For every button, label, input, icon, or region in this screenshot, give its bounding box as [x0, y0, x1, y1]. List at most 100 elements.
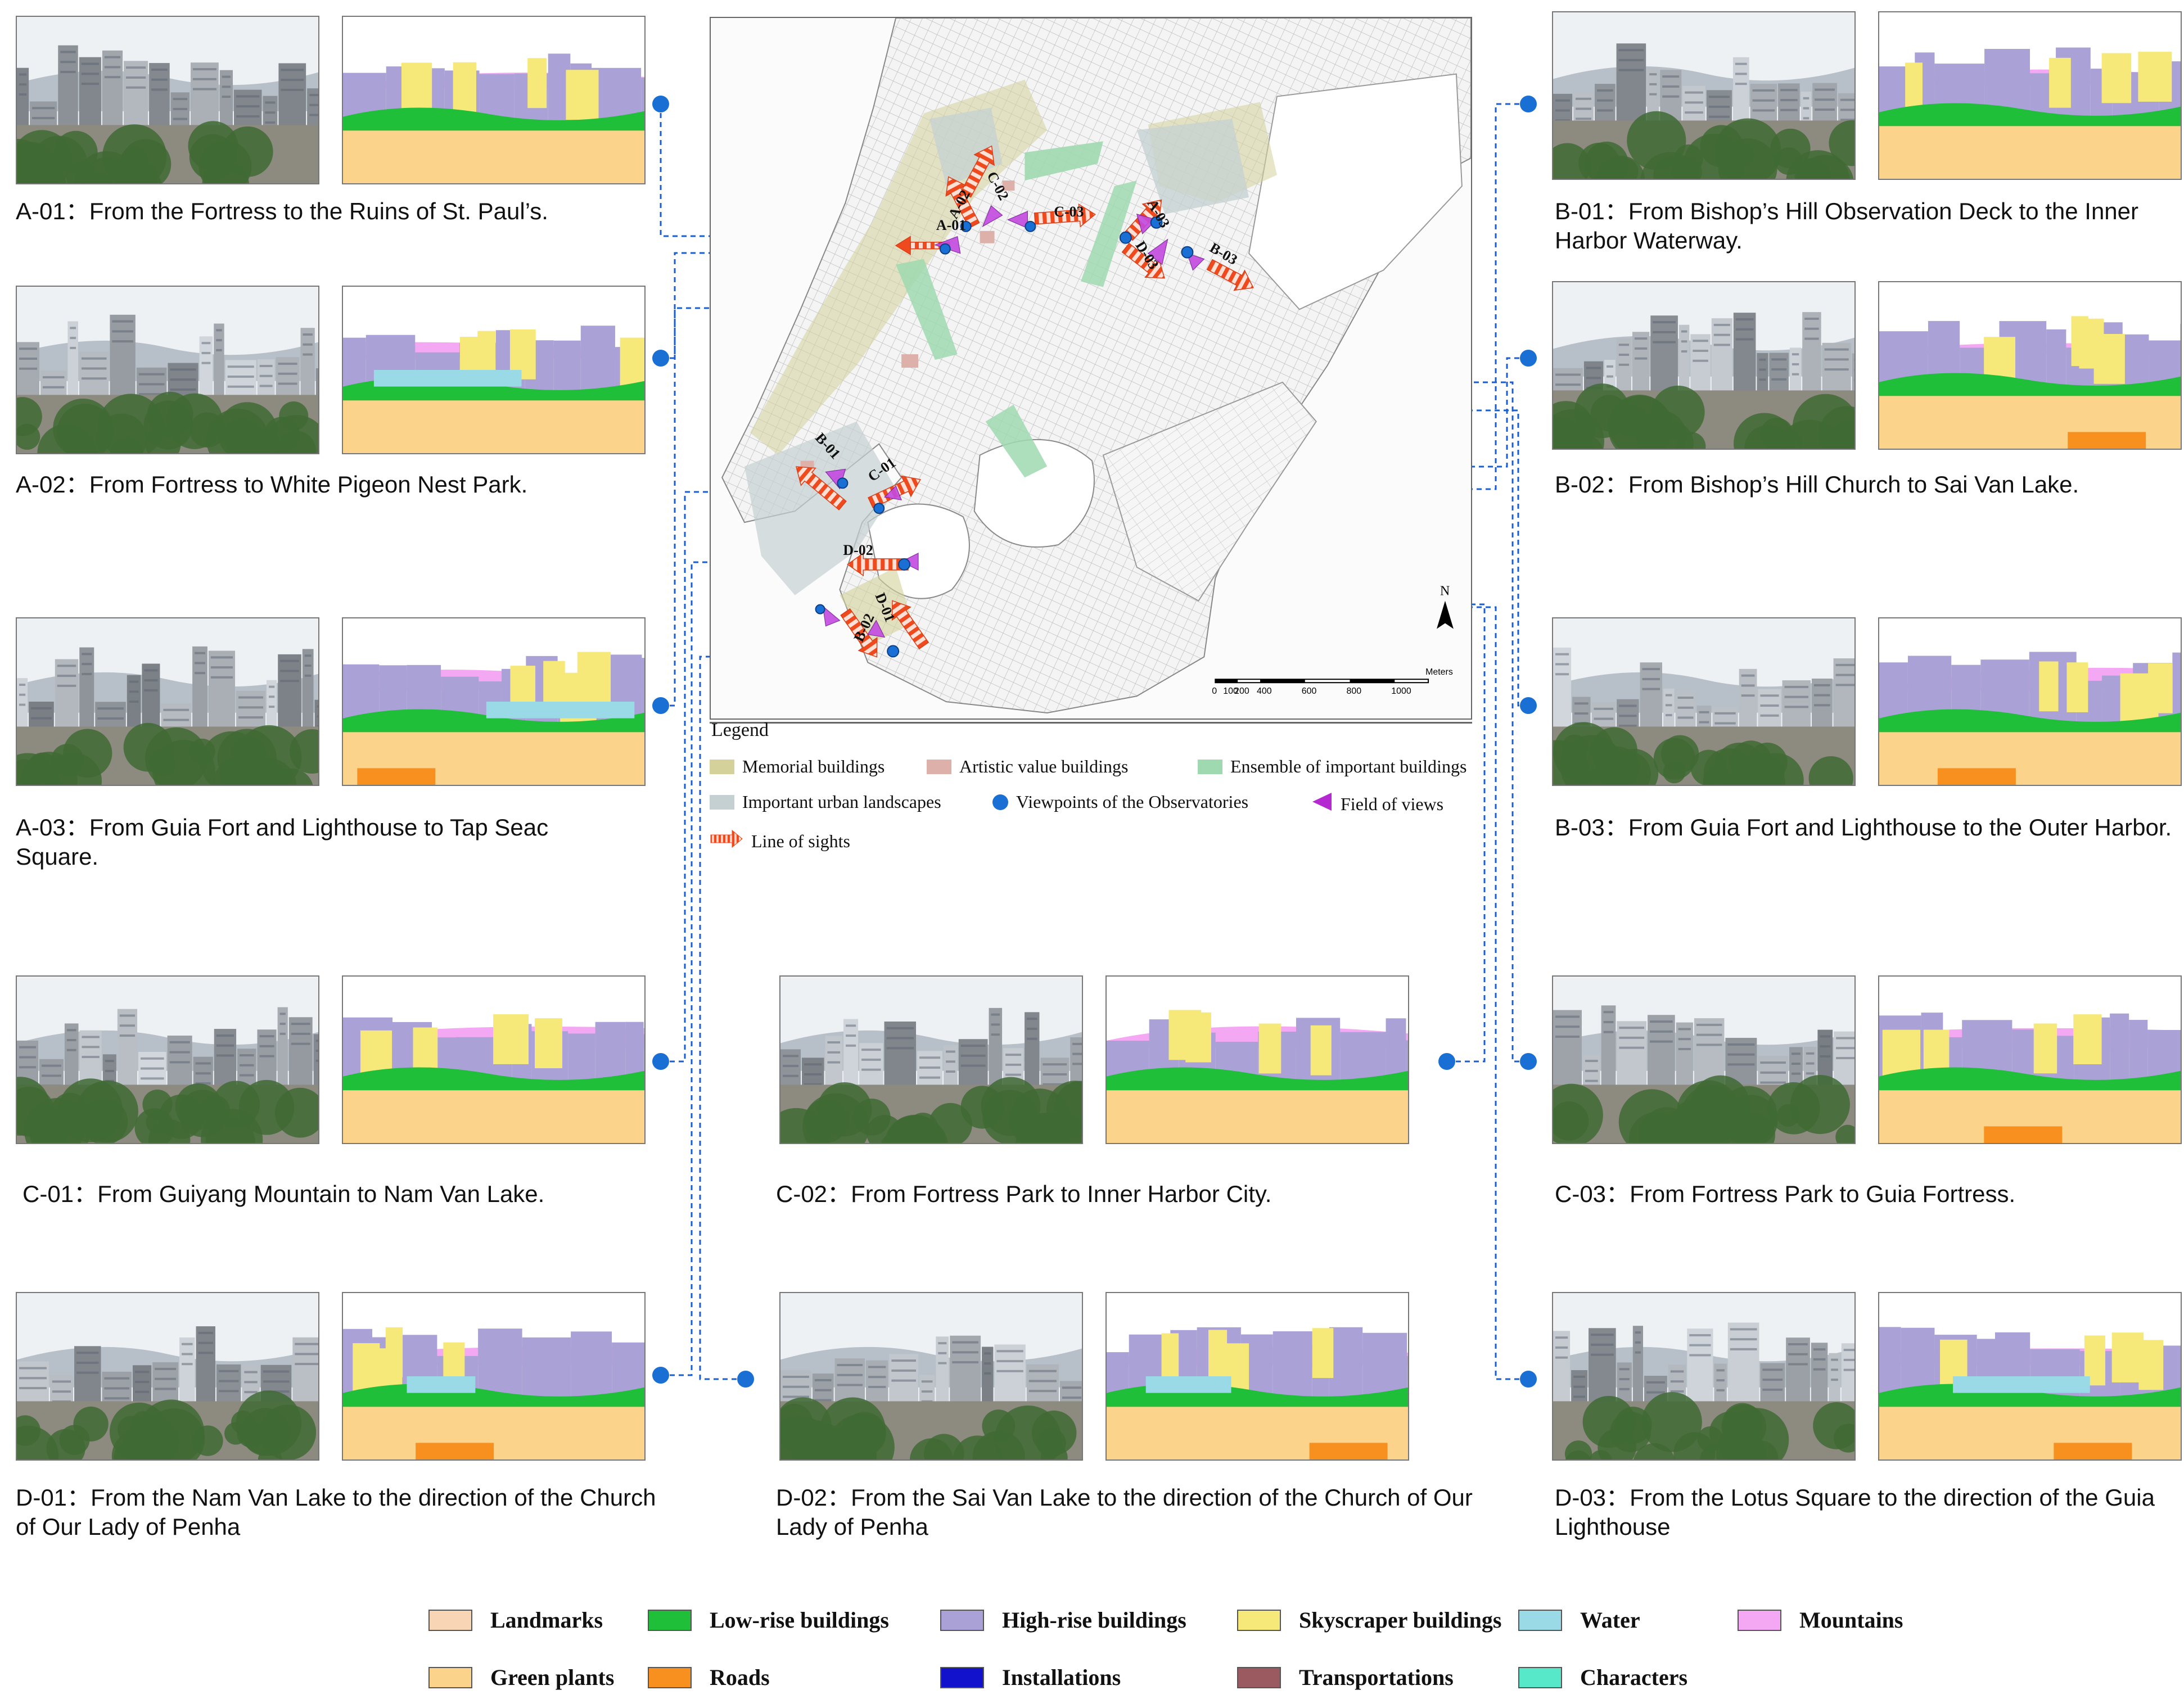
class-swatch [648, 1666, 692, 1688]
legend-swatch [1198, 759, 1222, 774]
connector-dot-c-02 [1438, 1053, 1455, 1070]
view-segmentation-d-03 [1878, 1292, 2182, 1461]
view-caption-text: From the Sai Van Lake to the direction o… [776, 1484, 1473, 1540]
class-legend-item: Characters [1518, 1664, 1687, 1691]
class-legend-label: Water [1580, 1607, 1640, 1633]
view-caption-text: From Guiyang Mountain to Nam Van Lake. [97, 1181, 545, 1207]
view-id: A-03 [16, 814, 66, 841]
class-legend-label: Installations [1002, 1665, 1121, 1690]
view-caption-text: From Guia Fort and Lighthouse to the Out… [1628, 814, 2172, 841]
class-swatch [1518, 1609, 1562, 1631]
connector-dot-a-03 [652, 697, 669, 714]
class-legend-label: Low-rise buildings [710, 1607, 889, 1633]
view-segmentation-a-02 [342, 286, 646, 454]
map-legend-label: Memorial buildings [742, 756, 885, 776]
legend-swatch [927, 759, 951, 774]
svg-text:D-02: D-02 [843, 542, 873, 558]
view-caption-c-02: C-02：From Fortress Park to Inner Harbor … [776, 1180, 1507, 1209]
class-legend-label: Roads [710, 1665, 770, 1690]
view-segmentation-a-03 [342, 617, 646, 786]
view-id: D-01 [16, 1484, 67, 1511]
class-swatch [648, 1609, 692, 1631]
caption-separator: ： [67, 1484, 91, 1511]
view-caption-text: From Guia Fort and Lighthouse to Tap Sea… [16, 814, 549, 870]
class-legend-item: Water [1518, 1607, 1640, 1633]
class-swatch [428, 1666, 472, 1688]
class-legend-item: Roads [648, 1664, 770, 1691]
view-caption-a-01: A-01：From the Fortress to the Ruins of S… [16, 197, 668, 226]
view-caption-b-03: B-03：From Guia Fort and Lighthouse to th… [1555, 813, 2173, 842]
view-segmentation-d-02 [1105, 1292, 1409, 1461]
view-segmentation-c-01 [342, 975, 646, 1144]
view-segmentation-b-03 [1878, 617, 2182, 786]
view-photo-a-01 [16, 16, 319, 184]
view-id: D-03 [1555, 1484, 1607, 1511]
map-legend-item: Ensemble of important buildings [1198, 756, 1466, 777]
class-swatch [1237, 1609, 1281, 1631]
class-swatch [428, 1609, 472, 1631]
view-caption-text: From the Lotus Square to the direction o… [1555, 1484, 2155, 1540]
view-caption-text: From the Nam Van Lake to the direction o… [16, 1484, 656, 1540]
map-legend-item: Field of views [1310, 792, 1443, 816]
class-legend-label: Green plants [490, 1665, 615, 1690]
view-caption-text: From the Fortress to the Ruins of St. Pa… [89, 198, 548, 224]
class-legend-item: High-rise buildings [940, 1607, 1186, 1633]
class-swatch [1518, 1666, 1562, 1688]
site-map: A-01 C-02 A-02 C-03 A-03 D-03 B-03 B-01 … [710, 17, 1472, 720]
view-photo-a-03 [16, 617, 319, 786]
map-legend-label: Artistic value buildings [959, 756, 1129, 776]
class-legend-item: Skyscraper buildings [1237, 1607, 1502, 1633]
view-caption-d-03: D-03：From the Lotus Square to the direct… [1555, 1483, 2173, 1542]
view-photo-b-01 [1552, 11, 1856, 180]
connector-dot-c-01 [652, 1053, 669, 1070]
view-caption-b-01: B-01：From Bishop’s Hill Observation Deck… [1555, 197, 2173, 255]
view-segmentation-c-02 [1105, 975, 1409, 1144]
view-id: C-01 [22, 1181, 74, 1207]
map-legend-item: Important urban landscapes [710, 792, 941, 812]
class-legend-item: Landmarks [428, 1607, 603, 1633]
svg-text:A-01: A-01 [936, 217, 966, 233]
view-segmentation-a-01 [342, 16, 646, 184]
view-caption-c-01: C-01：From Guiyang Mountain to Nam Van La… [22, 1180, 675, 1209]
map-legend-item: Viewpoints of the Observatories [992, 792, 1248, 812]
view-id: D-02 [776, 1484, 828, 1511]
caption-separator: ： [1604, 198, 1628, 224]
view-caption-a-02: A-02：From Fortress to White Pigeon Nest … [16, 470, 668, 499]
scale-tick-label: 600 [1302, 686, 1317, 696]
map-legend-label: Important urban landscapes [742, 792, 941, 812]
caption-separator: ： [1604, 814, 1628, 841]
connector-dot-d-03 [1520, 1371, 1537, 1388]
map-legend-item: Artistic value buildings [927, 756, 1128, 777]
map-legend-label: Line of sights [751, 830, 850, 851]
north-arrow: N [1437, 584, 1454, 629]
view-id: A-02 [16, 471, 66, 498]
caption-separator: ： [827, 1181, 851, 1207]
class-legend-label: High-rise buildings [1002, 1607, 1186, 1633]
view-id: B-01 [1555, 198, 1605, 224]
legend-swatch [710, 794, 734, 810]
view-caption-a-03: A-03：From Guia Fort and Lighthouse to Ta… [16, 813, 606, 871]
view-id: B-02 [1555, 471, 1605, 498]
caption-separator: ： [74, 1181, 98, 1207]
view-caption-text: From Fortress to White Pigeon Nest Park. [89, 471, 528, 498]
svg-text:N: N [1440, 584, 1450, 599]
scale-tick-label: 800 [1347, 686, 1362, 696]
view-id: B-03 [1555, 814, 1605, 841]
map-legend-label: Viewpoints of the Observatories [1016, 792, 1249, 812]
connector-dot-d-01 [652, 1367, 669, 1384]
connector-dot-a-01 [652, 96, 669, 112]
connector-dot-a-02 [652, 350, 669, 367]
view-caption-text: From Fortress Park to Guia Fortress. [1630, 1181, 2016, 1207]
view-segmentation-b-02 [1878, 281, 2182, 450]
view-caption-text: From Fortress Park to Inner Harbor City. [851, 1181, 1272, 1207]
connector-dot-b-02 [1520, 350, 1537, 367]
class-swatch [1738, 1609, 1781, 1631]
view-photo-b-03 [1552, 617, 1856, 786]
view-caption-d-02: D-02：From the Sai Van Lake to the direct… [776, 1483, 1507, 1542]
view-id: A-01 [16, 198, 66, 224]
class-swatch [940, 1609, 984, 1631]
view-id: C-02 [776, 1181, 828, 1207]
view-segmentation-d-01 [342, 1292, 646, 1461]
scale-tick-label: 200 [1234, 686, 1249, 696]
caption-separator: ： [65, 471, 89, 498]
